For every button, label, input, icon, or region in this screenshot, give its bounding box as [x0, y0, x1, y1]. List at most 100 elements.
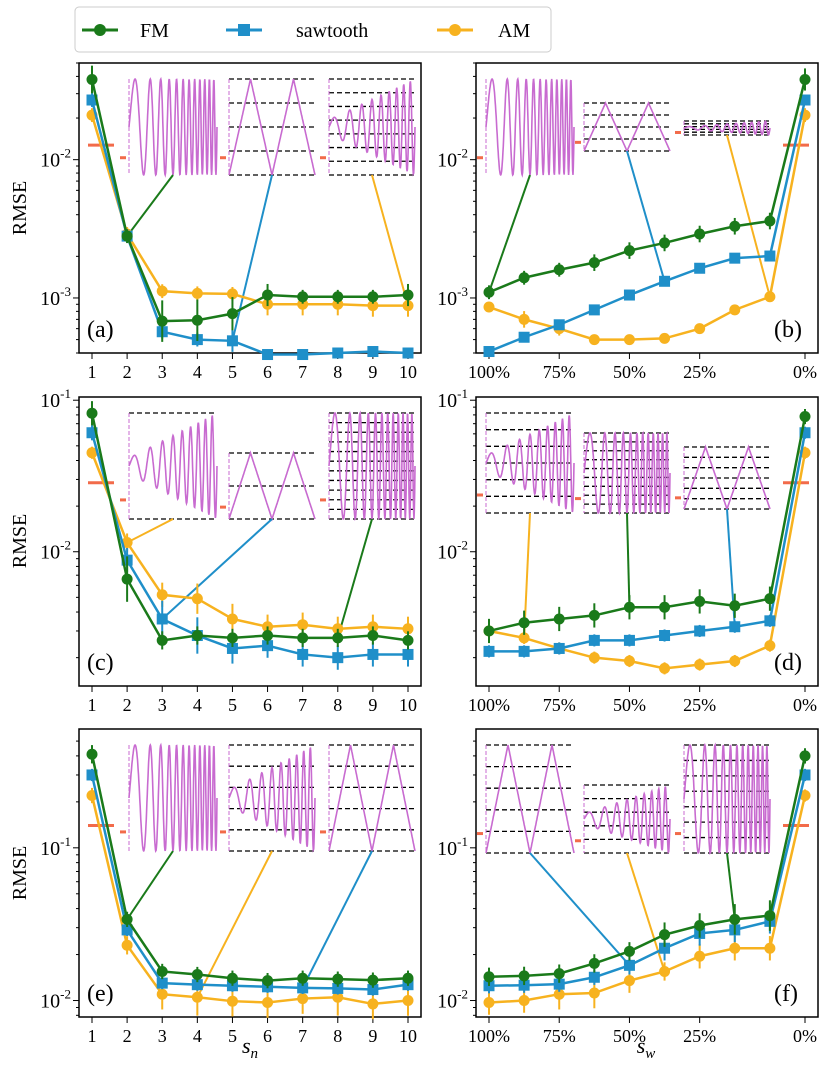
- data-point: [332, 632, 344, 644]
- x-tick-label: 6: [263, 695, 272, 715]
- inset-signal: [228, 747, 316, 853]
- xlabel-right-sub: w: [645, 1046, 655, 1062]
- data-point: [729, 220, 741, 232]
- inset-am: [675, 120, 771, 298]
- data-point: [86, 769, 98, 781]
- data-point: [799, 427, 811, 439]
- data-point: [659, 332, 671, 344]
- x-tick-label: 6: [263, 1026, 272, 1046]
- data-point: [729, 913, 741, 925]
- y-tick-base: 10: [437, 150, 457, 172]
- inset-connector: [126, 518, 174, 544]
- data-point: [156, 613, 168, 625]
- data-point: [694, 595, 706, 607]
- series-line: [90, 795, 409, 1006]
- x-tick-label: 10: [399, 695, 417, 715]
- data-point: [226, 632, 238, 644]
- inset-am: [575, 784, 671, 972]
- data-point: [483, 997, 495, 1009]
- panel-label: (a): [87, 317, 114, 343]
- data-point: [367, 984, 379, 996]
- data-point: [623, 945, 635, 957]
- legend-am-marker: [449, 24, 461, 36]
- x-tick-label: 5: [228, 1026, 237, 1046]
- series-line: [488, 452, 807, 670]
- series-am: [86, 787, 414, 1020]
- inset-fm: [320, 410, 416, 639]
- data-point: [367, 974, 379, 986]
- inset-signal: [128, 742, 218, 853]
- series-line: [90, 432, 408, 659]
- y-tick-base: 10: [437, 390, 457, 412]
- xlabel-left-base: s: [242, 1033, 251, 1058]
- data-point: [262, 630, 274, 642]
- data-point: [694, 659, 706, 671]
- data-point: [402, 623, 414, 635]
- data-point: [86, 447, 98, 459]
- data-point: [518, 645, 530, 657]
- inset-signal: [328, 744, 416, 852]
- inset-signal: [485, 415, 575, 513]
- y-tick-base: 10: [437, 991, 457, 1013]
- inset-connector: [626, 512, 631, 608]
- data-point: [156, 634, 168, 646]
- xlabel-left: sn: [242, 1033, 258, 1062]
- data-point: [694, 323, 706, 335]
- data-point: [518, 272, 530, 284]
- data-point: [297, 298, 309, 310]
- inset-saw: [675, 444, 771, 627]
- data-point: [121, 913, 133, 925]
- data-point: [226, 642, 238, 654]
- data-point: [156, 965, 168, 977]
- series-fm: [483, 68, 811, 300]
- data-point: [297, 982, 309, 994]
- data-point: [553, 988, 565, 1000]
- xlabel-right-base: s: [637, 1033, 646, 1058]
- plot-frame: [78, 62, 422, 354]
- data-point: [156, 977, 168, 989]
- x-tick-label: 2: [123, 695, 132, 715]
- inset-saw: [477, 744, 631, 966]
- inset-fm: [575, 430, 671, 608]
- data-point: [297, 972, 309, 984]
- data-point: [553, 968, 565, 980]
- y-tick-exp: -1: [457, 386, 468, 401]
- data-point: [553, 642, 565, 654]
- data-point: [588, 609, 600, 621]
- data-point: [518, 617, 530, 629]
- data-point: [402, 995, 414, 1007]
- legend-fm-marker: [94, 24, 106, 36]
- series-line: [488, 416, 807, 633]
- panel-label: (f): [774, 981, 798, 1007]
- panel-a: 10-210-31 2 3 4 5 6 7 8 9 10(a): [40, 62, 422, 382]
- data-point: [226, 288, 238, 300]
- data-point: [764, 593, 776, 605]
- inset-saw: [301, 744, 416, 989]
- y-tick-exp: -2: [60, 987, 71, 1002]
- data-point: [518, 313, 530, 325]
- x-tick-label: 25%: [683, 1026, 716, 1046]
- series-line: [90, 114, 408, 307]
- inset-connector: [488, 174, 531, 293]
- data-point: [623, 334, 635, 346]
- inset-fm: [120, 76, 218, 237]
- data-point: [367, 346, 379, 358]
- data-point: [588, 634, 600, 646]
- data-point: [623, 601, 635, 613]
- data-point: [659, 662, 671, 674]
- data-point: [764, 615, 776, 627]
- series-fm: [483, 748, 811, 986]
- y-tick-exp: -1: [60, 386, 71, 401]
- x-tick-label: 50%: [613, 695, 646, 715]
- legend-fm-label: FM: [140, 20, 169, 42]
- data-point: [262, 997, 274, 1009]
- series-line: [488, 79, 807, 294]
- data-point: [799, 750, 811, 762]
- data-point: [121, 537, 133, 549]
- data-point: [518, 331, 530, 343]
- y-tick-label: 10-2: [437, 146, 468, 172]
- data-point: [588, 652, 600, 664]
- data-point: [659, 630, 671, 642]
- data-point: [121, 939, 133, 951]
